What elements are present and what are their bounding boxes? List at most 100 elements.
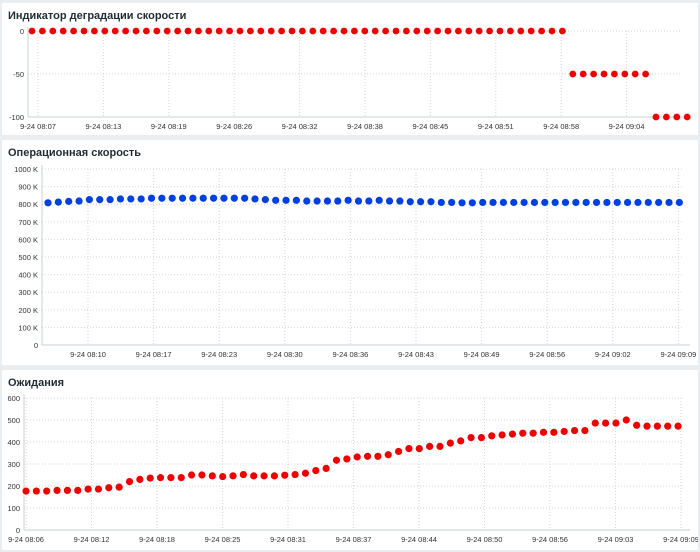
data-point bbox=[184, 27, 192, 35]
data-point bbox=[538, 27, 545, 35]
data-point bbox=[395, 447, 403, 456]
data-point bbox=[674, 422, 682, 430]
data-point bbox=[22, 487, 30, 495]
x-tick-label: 9-24 08:06 bbox=[8, 535, 44, 544]
data-point bbox=[675, 198, 683, 207]
data-point bbox=[569, 70, 577, 78]
y-tick-label: 0 bbox=[20, 27, 24, 36]
x-tick-label: 9-24 08:07 bbox=[20, 122, 56, 131]
x-tick-label: 9-24 08:45 bbox=[412, 122, 448, 131]
data-point bbox=[143, 27, 150, 35]
data-point bbox=[146, 474, 154, 482]
data-point bbox=[475, 27, 483, 35]
data-point bbox=[39, 27, 46, 35]
y-tick-label: 700 K bbox=[18, 218, 38, 227]
data-point bbox=[215, 27, 223, 35]
data-point bbox=[322, 464, 330, 472]
x-tick-label: 9-24 08:44 bbox=[401, 535, 437, 544]
x-tick-label: 9-24 08:36 bbox=[332, 350, 368, 359]
data-point bbox=[208, 472, 216, 480]
data-point bbox=[96, 196, 104, 204]
data-point bbox=[396, 197, 404, 205]
data-point bbox=[517, 27, 525, 35]
data-point bbox=[426, 442, 434, 450]
data-point bbox=[54, 198, 62, 206]
data-point bbox=[489, 198, 497, 207]
data-point bbox=[291, 470, 299, 479]
data-point bbox=[137, 195, 145, 203]
data-point bbox=[116, 195, 125, 203]
data-point bbox=[239, 470, 247, 479]
x-tick-label: 9-24 08:31 bbox=[270, 535, 306, 544]
data-point bbox=[374, 452, 382, 460]
data-point bbox=[427, 198, 435, 206]
data-point bbox=[241, 194, 249, 202]
data-point bbox=[624, 198, 632, 207]
x-tick-label: 9-24 08:23 bbox=[201, 350, 237, 359]
data-point bbox=[486, 27, 493, 35]
data-point bbox=[330, 27, 337, 35]
x-tick-label: 9-24 08:50 bbox=[467, 535, 503, 544]
data-point bbox=[572, 198, 580, 207]
data-point bbox=[351, 27, 358, 35]
data-point bbox=[229, 472, 237, 480]
data-point bbox=[70, 27, 77, 35]
data-point bbox=[167, 474, 175, 482]
data-point bbox=[406, 198, 414, 206]
data-point bbox=[309, 27, 317, 35]
data-point bbox=[530, 198, 539, 207]
x-tick-label: 9-24 08:13 bbox=[85, 122, 121, 131]
data-point bbox=[313, 197, 321, 205]
data-point bbox=[205, 27, 213, 35]
data-point bbox=[28, 27, 36, 35]
data-point bbox=[247, 27, 254, 35]
data-point bbox=[621, 70, 629, 78]
data-point bbox=[582, 198, 590, 207]
x-tick-label: 9-24 08:49 bbox=[464, 350, 500, 359]
data-point bbox=[127, 195, 135, 203]
data-point bbox=[423, 27, 431, 35]
data-point bbox=[354, 197, 363, 205]
data-point bbox=[340, 27, 348, 35]
data-point bbox=[101, 27, 109, 35]
data-point bbox=[683, 113, 691, 121]
data-point bbox=[508, 430, 517, 438]
y-tick-label: 100 bbox=[7, 504, 20, 513]
data-point bbox=[488, 432, 496, 440]
data-point bbox=[644, 198, 652, 207]
data-point bbox=[613, 198, 621, 207]
x-tick-label: 9-24 08:10 bbox=[70, 350, 106, 359]
x-tick-label: 9-24 08:38 bbox=[347, 122, 383, 131]
data-point bbox=[115, 483, 123, 491]
data-point bbox=[49, 27, 57, 35]
x-tick-label: 9-24 08:32 bbox=[282, 122, 318, 131]
data-point bbox=[417, 198, 425, 206]
data-point bbox=[611, 70, 618, 78]
data-point bbox=[226, 27, 234, 35]
x-tick-label: 9-24 09:09 bbox=[663, 535, 698, 544]
x-tick-label: 9-24 08:43 bbox=[398, 350, 434, 359]
data-point bbox=[448, 198, 456, 207]
data-point bbox=[132, 27, 140, 35]
data-point bbox=[529, 429, 537, 437]
data-point bbox=[334, 197, 342, 205]
data-point bbox=[477, 434, 485, 442]
x-tick-label: 9-24 08:17 bbox=[136, 350, 172, 359]
y-tick-label: 0 bbox=[16, 526, 20, 535]
data-point bbox=[361, 27, 369, 35]
chart-waits: 600 500 400 300 200 100 09-24 08:06 9-24 08:12 9… bbox=[7, 394, 698, 544]
data-point bbox=[603, 198, 611, 207]
data-point bbox=[673, 113, 681, 121]
data-point bbox=[385, 197, 394, 205]
x-tick-label: 9-24 08:51 bbox=[478, 122, 514, 131]
data-point bbox=[44, 199, 52, 207]
data-point bbox=[468, 199, 476, 207]
data-point bbox=[189, 194, 197, 202]
data-point bbox=[278, 27, 285, 35]
data-point bbox=[163, 27, 171, 35]
x-tick-label: 9-24 08:25 bbox=[205, 535, 241, 544]
data-point bbox=[177, 474, 185, 482]
data-point bbox=[230, 194, 238, 202]
data-point bbox=[312, 467, 320, 475]
data-point bbox=[188, 471, 196, 479]
